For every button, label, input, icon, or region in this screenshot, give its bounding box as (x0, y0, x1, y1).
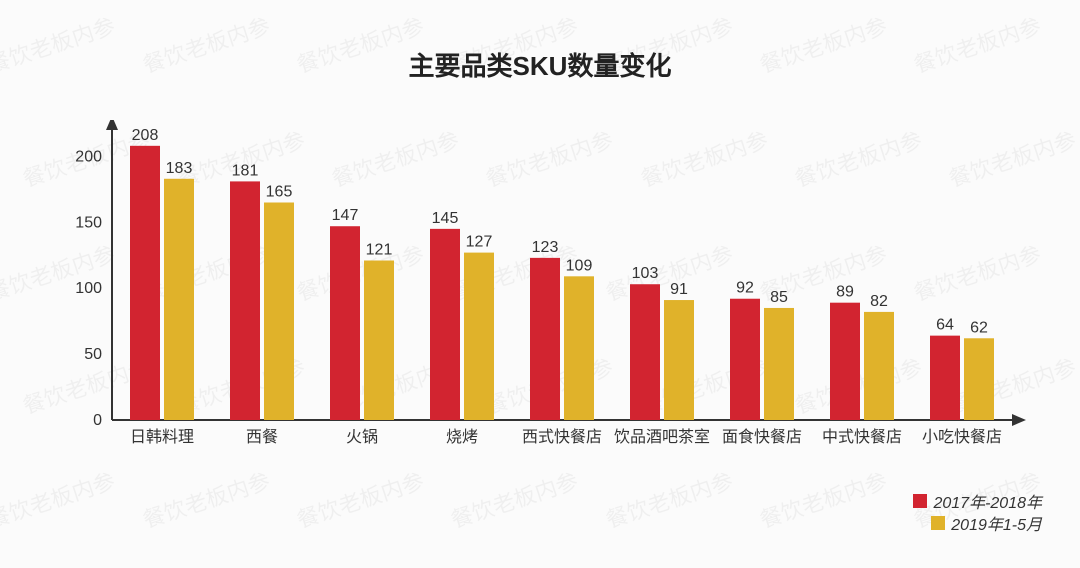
legend-label-1: 2019年1-5月 (951, 511, 1042, 535)
bar-value-label: 89 (836, 284, 854, 301)
bar-series-0 (230, 181, 260, 420)
category-label: 小吃快餐店 (922, 428, 1002, 446)
y-tick-label: 100 (75, 280, 102, 297)
bar-series-0 (930, 336, 960, 420)
watermark: 餐饮老板内参 (292, 463, 427, 534)
bar-series-0 (130, 146, 160, 420)
bar-series-1 (564, 276, 594, 420)
bar-value-label: 208 (132, 127, 159, 144)
bar-series-1 (864, 312, 894, 420)
category-label: 面食快餐店 (722, 428, 802, 446)
bar-value-label: 103 (632, 265, 659, 282)
bar-series-1 (764, 308, 794, 420)
bar-value-label: 92 (736, 280, 754, 297)
bar-series-0 (330, 226, 360, 420)
category-label: 中式快餐店 (822, 428, 902, 446)
bar-value-label: 127 (466, 234, 493, 251)
bar-value-label: 145 (432, 210, 459, 227)
sku-bar-chart: 0 50 100 150 200 208 183 日韩料理 181 165 西餐 147 121 火锅 14… (72, 120, 1032, 455)
category-label: 火锅 (346, 428, 378, 446)
bar-series-1 (164, 179, 194, 420)
watermark: 餐饮老板内参 (138, 463, 273, 534)
bar-series-0 (430, 229, 460, 420)
bar-value-label: 181 (232, 162, 259, 179)
legend-item-1: 2019年1-5月 (913, 512, 1042, 534)
bar-series-1 (964, 338, 994, 420)
bar-value-label: 183 (166, 160, 193, 177)
bar-value-label: 109 (566, 257, 593, 274)
bar-value-label: 85 (770, 289, 788, 306)
legend-label-0: 2017年-2018年 (933, 489, 1042, 513)
category-label: 烧烤 (446, 428, 478, 446)
category-label: 西式快餐店 (522, 428, 602, 446)
legend-item-0: 2017年-2018年 (913, 490, 1042, 512)
category-label: 饮品酒吧茶室 (614, 428, 710, 446)
y-tick-label: 0 (93, 412, 102, 429)
category-label: 日韩料理 (130, 428, 194, 446)
bar-value-label: 121 (366, 242, 393, 259)
chart-title: 主要品类SKU数量变化 (0, 46, 1080, 83)
watermark: 餐饮老板内参 (0, 463, 119, 534)
legend-swatch-0 (913, 494, 927, 508)
bar-value-label: 62 (970, 319, 988, 336)
watermark: 餐饮老板内参 (601, 463, 736, 534)
y-tick-label: 50 (84, 346, 102, 363)
bar-series-0 (630, 284, 660, 420)
legend: 2017年-2018年 2019年1-5月 (913, 490, 1042, 534)
bar-series-1 (264, 203, 294, 421)
category-label: 西餐 (246, 428, 278, 446)
watermark: 餐饮老板内参 (755, 463, 890, 534)
bar-series-0 (530, 258, 560, 420)
y-tick-label: 200 (75, 148, 102, 165)
bar-value-label: 64 (936, 317, 954, 334)
bar-value-label: 165 (266, 184, 293, 201)
bar-series-1 (664, 300, 694, 420)
bar-value-label: 91 (670, 281, 688, 298)
bar-series-1 (364, 261, 394, 421)
bar-series-1 (464, 253, 494, 420)
bar-value-label: 82 (870, 293, 888, 310)
bar-series-0 (730, 299, 760, 420)
bar-value-label: 123 (532, 239, 559, 256)
watermark: 餐饮老板内参 (447, 463, 582, 534)
bar-series-0 (830, 303, 860, 420)
bar-value-label: 147 (332, 207, 359, 224)
y-tick-label: 150 (75, 214, 102, 231)
legend-swatch-1 (931, 516, 945, 530)
